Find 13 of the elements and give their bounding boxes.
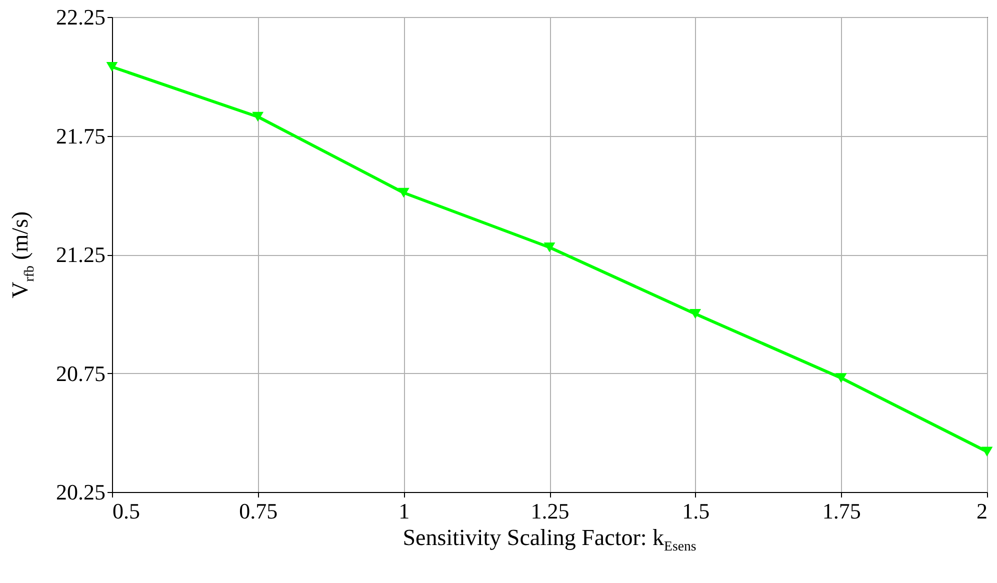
y-tick-label: 20.25 <box>56 480 106 504</box>
x-tick-label: 1.75 <box>822 498 861 524</box>
y-tick-label: 22.25 <box>56 4 106 30</box>
x-axis-title: Sensitivity Scaling Factor: k$_{Esens}$ <box>402 525 698 555</box>
x-tick-label: 2 <box>976 498 988 524</box>
x-tick-label: 0.5 <box>112 498 140 524</box>
x-tick-label: 1.25 <box>530 498 570 524</box>
x-tick-label: 1 <box>398 498 410 524</box>
y-tick-label: 21.25 <box>56 242 106 267</box>
x-tick-label: 0.75 <box>239 498 278 524</box>
x-tick-label: 1.5 <box>682 498 710 524</box>
y-tick-label: 20.75 <box>56 360 106 386</box>
y-tick-label: 21.75 <box>56 123 106 148</box>
